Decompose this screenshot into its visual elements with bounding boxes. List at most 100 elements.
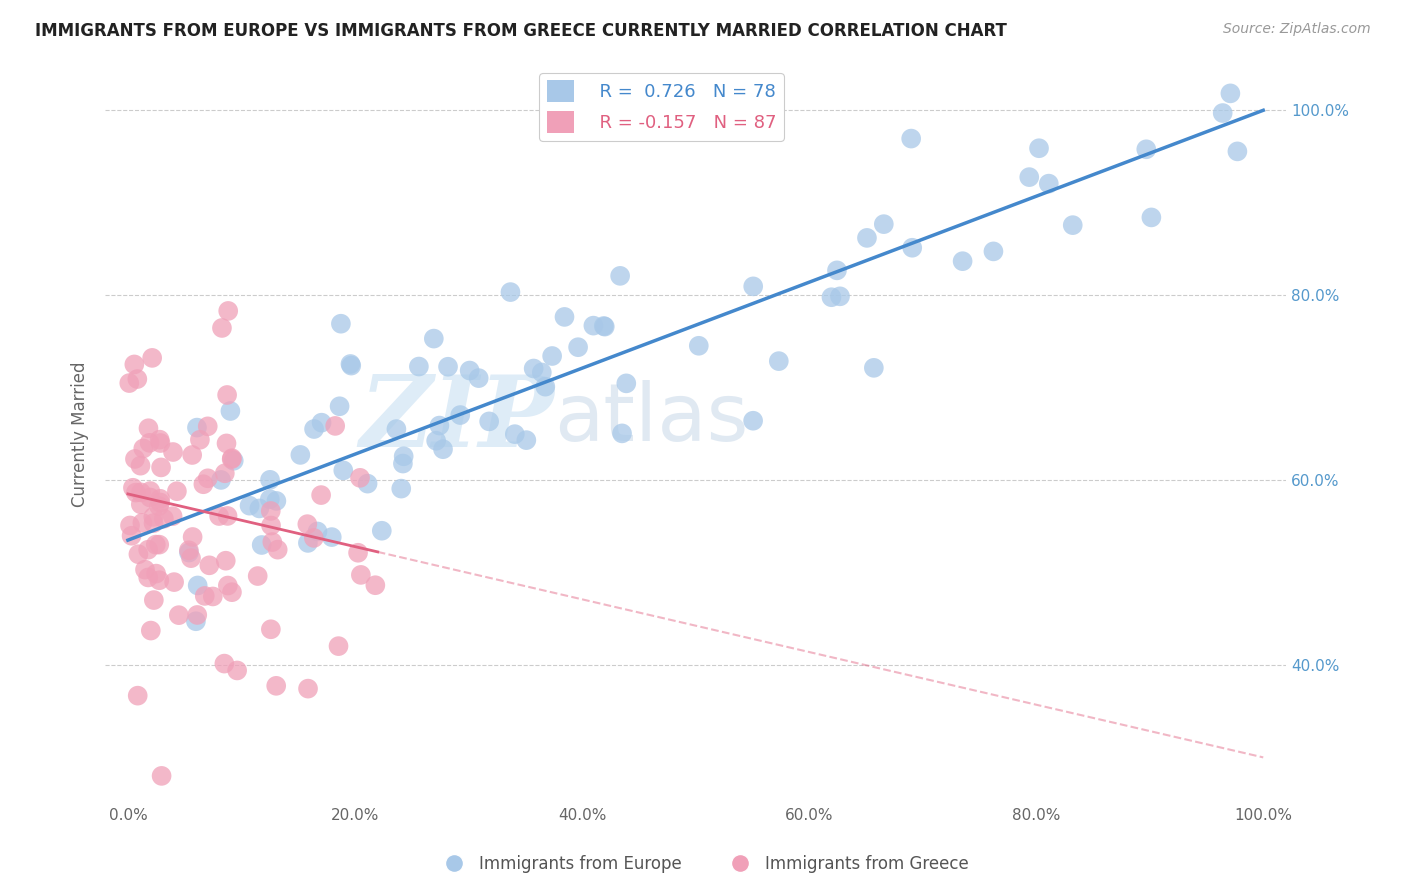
Point <box>329 317 352 331</box>
Point <box>267 542 290 557</box>
Point <box>259 492 281 507</box>
Point <box>856 231 879 245</box>
Point <box>187 578 209 592</box>
Point <box>180 551 202 566</box>
Point <box>389 482 412 496</box>
Point <box>149 436 172 450</box>
Point <box>136 570 159 584</box>
Point <box>1212 106 1234 120</box>
Point <box>1062 218 1084 232</box>
Point <box>131 516 153 530</box>
Point <box>201 590 224 604</box>
Point <box>260 622 283 636</box>
Point <box>217 578 239 592</box>
Point <box>226 664 249 678</box>
Point <box>197 471 219 485</box>
Point <box>467 371 489 385</box>
Point <box>215 436 238 450</box>
Point <box>221 452 243 467</box>
Point <box>118 518 141 533</box>
Point <box>350 568 373 582</box>
Point <box>297 536 319 550</box>
Point <box>167 608 190 623</box>
Point <box>136 542 159 557</box>
Point <box>134 563 156 577</box>
Point <box>311 416 333 430</box>
Point <box>614 376 637 391</box>
Point <box>132 442 155 456</box>
Point <box>217 508 239 523</box>
Point <box>688 339 710 353</box>
Point <box>139 491 162 505</box>
Point <box>250 538 273 552</box>
Point <box>530 366 553 380</box>
Point <box>266 494 288 508</box>
Point <box>262 535 284 549</box>
Point <box>503 427 526 442</box>
Point <box>392 450 415 464</box>
Point <box>148 538 170 552</box>
Point <box>124 452 146 467</box>
Point <box>145 538 167 552</box>
Point <box>1135 142 1157 156</box>
Point <box>499 285 522 299</box>
Point <box>129 485 152 500</box>
Point <box>139 624 162 638</box>
Point <box>188 433 211 447</box>
Point <box>150 460 173 475</box>
Point <box>1028 141 1050 155</box>
Point <box>582 318 605 333</box>
Point <box>145 566 167 581</box>
Point <box>142 516 165 530</box>
Point <box>124 358 146 372</box>
Point <box>122 481 145 495</box>
Point <box>138 435 160 450</box>
Point <box>194 589 217 603</box>
Point <box>1018 170 1040 185</box>
Point <box>371 524 394 538</box>
Point <box>423 332 446 346</box>
Point <box>221 585 243 599</box>
Point <box>349 471 371 485</box>
Text: ZIP: ZIP <box>359 371 554 467</box>
Point <box>437 359 460 374</box>
Point <box>742 414 765 428</box>
Point <box>214 467 236 481</box>
Text: Source: ZipAtlas.com: Source: ZipAtlas.com <box>1223 22 1371 37</box>
Point <box>186 607 208 622</box>
Point <box>127 547 149 561</box>
Point <box>246 569 269 583</box>
Point <box>215 554 238 568</box>
Y-axis label: Currently Married: Currently Married <box>72 361 89 507</box>
Point <box>347 546 370 560</box>
Point <box>534 379 557 393</box>
Point <box>208 508 231 523</box>
Point <box>478 414 501 428</box>
Point <box>129 458 152 473</box>
Point <box>515 433 537 447</box>
Point <box>364 578 387 592</box>
Point <box>149 491 172 506</box>
Point <box>219 404 242 418</box>
Point <box>828 289 851 303</box>
Point <box>186 420 208 434</box>
Point <box>328 639 350 653</box>
Point <box>264 679 287 693</box>
Point <box>141 351 163 365</box>
Point <box>329 399 352 413</box>
Legend:   R =  0.726   N = 78,   R = -0.157   N = 87: R = 0.726 N = 78, R = -0.157 N = 87 <box>540 73 783 141</box>
Point <box>873 217 896 231</box>
Point <box>592 318 614 333</box>
Point <box>593 319 616 334</box>
Point <box>118 376 141 390</box>
Point <box>768 354 790 368</box>
Point <box>259 473 281 487</box>
Point <box>148 573 170 587</box>
Point <box>166 484 188 499</box>
Point <box>121 529 143 543</box>
Point <box>193 477 215 491</box>
Point <box>458 363 481 377</box>
Text: atlas: atlas <box>554 380 748 458</box>
Point <box>392 457 415 471</box>
Point <box>1038 177 1060 191</box>
